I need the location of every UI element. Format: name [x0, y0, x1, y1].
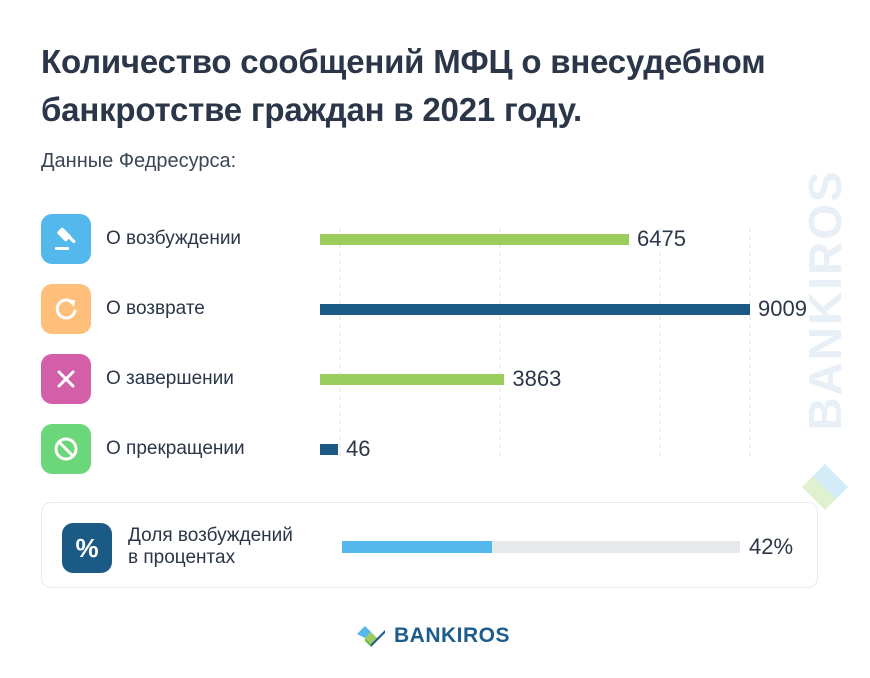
category-label: О прекращении — [106, 438, 245, 459]
category-label: О возврате — [106, 298, 205, 319]
brand-logo: BANKIROS — [356, 622, 510, 650]
bar — [320, 234, 630, 245]
title-line-2: банкротстве граждан в 2021 году. — [41, 91, 582, 128]
share-label-line-2: в процентах — [128, 547, 236, 568]
bar — [320, 374, 505, 385]
share-progress-fill — [342, 541, 493, 553]
watermark-diamond-icon — [802, 464, 848, 510]
bankiros-logo-icon — [357, 626, 385, 647]
title-line-1: Количество сообщений МФЦ о внесудебном — [41, 43, 766, 80]
share-label: Доля возбуждений в процентах — [128, 525, 293, 569]
share-progress-track — [342, 541, 740, 553]
refresh-icon — [41, 284, 91, 334]
bar — [320, 304, 750, 315]
forbidden-icon — [41, 424, 91, 474]
bar-value-label: 6475 — [637, 226, 686, 251]
category-label: О завершении — [106, 368, 234, 389]
chart-subtitle: Данные Федресурса: — [41, 150, 237, 172]
bar-value-label: 3863 — [512, 366, 562, 391]
share-card: % Доля возбуждений в процентах 42% — [41, 502, 818, 588]
share-label-line-1: Доля возбуждений — [128, 525, 293, 546]
share-value: 42% — [749, 534, 794, 559]
percent-icon: % — [62, 523, 112, 573]
category-label: О возбуждении — [106, 228, 242, 249]
bar-value-label: 46 — [346, 436, 371, 461]
brand-name: BANKIROS — [394, 624, 511, 647]
bar-value-label: 9009 — [758, 296, 807, 321]
chart-grid — [339, 228, 751, 460]
gavel-icon — [41, 214, 91, 264]
close-icon — [41, 354, 91, 404]
bar-chart: О возбуждении 6475 О возврате 9009 О заверше… — [41, 214, 807, 474]
chart-title: Количество сообщений МФЦ о внесудебном б… — [41, 38, 841, 134]
bar — [320, 444, 338, 455]
